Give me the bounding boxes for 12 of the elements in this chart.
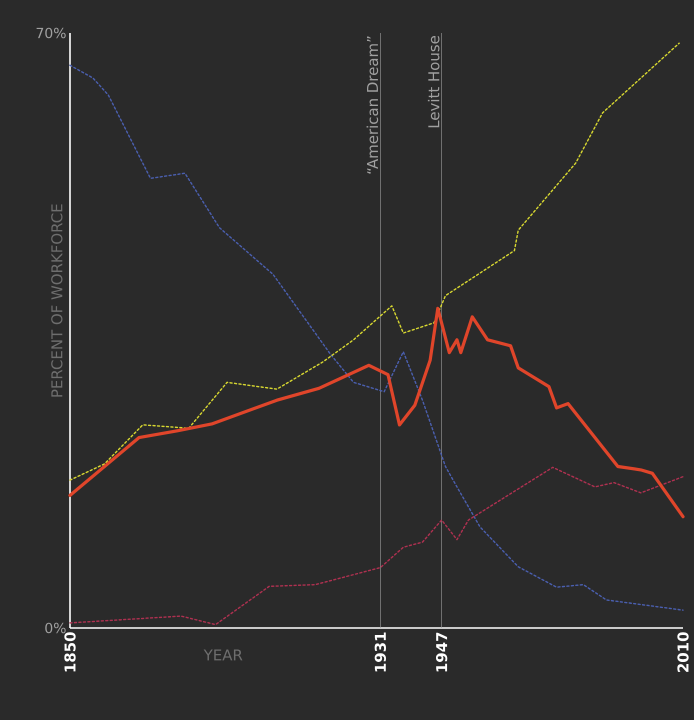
y-tick-label: 0% (45, 622, 66, 634)
x-tick-label: 1931 (374, 632, 386, 672)
y-tick-label: 70% (36, 28, 66, 38)
x-tick-label: 2010 (677, 632, 689, 672)
x-tick-label: 1947 (436, 632, 448, 672)
y-axis-title: PERCENT OF WORKFORCE (51, 204, 62, 397)
ref-line-label: “American Dream” (366, 36, 378, 174)
x-tick-label: 1850 (64, 632, 76, 672)
ref-line-label: Levitt House (428, 36, 440, 128)
line-series (69, 466, 684, 626)
x-axis-title: YEAR (204, 650, 242, 660)
line-series (68, 306, 685, 518)
